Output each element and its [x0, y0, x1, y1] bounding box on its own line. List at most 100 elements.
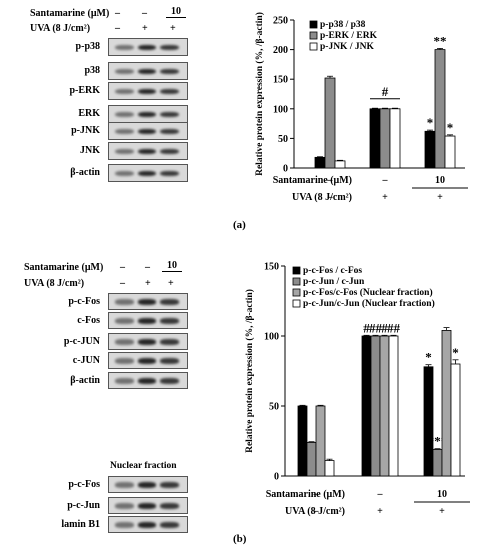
uva-value: +	[145, 278, 151, 289]
blot-band	[115, 148, 134, 155]
blot-band	[137, 111, 157, 118]
blot-strip	[108, 497, 188, 514]
y-tick-label: 100	[273, 104, 288, 115]
blot-strip	[108, 352, 188, 369]
bar	[424, 130, 436, 169]
santamarine-value: –	[327, 175, 334, 186]
blot-band	[137, 339, 157, 345]
bar	[450, 363, 461, 477]
bar	[379, 108, 391, 169]
blot-strip	[108, 38, 188, 56]
santamarine-value: –	[382, 175, 389, 186]
blot-label: JNK	[80, 145, 100, 156]
santamarine-label-a: Santamarine (μM)	[30, 8, 110, 19]
bar	[315, 405, 326, 477]
legend-label: p-c-Fos / c-Fos	[303, 266, 362, 276]
y-tick-label: 0	[283, 164, 288, 175]
blot-band	[160, 88, 179, 95]
blot-band	[160, 358, 179, 364]
blot-band	[160, 299, 179, 305]
legend-label: p-ERK / ERK	[320, 31, 378, 41]
blot-band	[160, 378, 179, 384]
uva-label: UVA (8 J/cm²)	[285, 506, 345, 517]
bar	[361, 335, 372, 477]
y-tick-label: 150	[264, 262, 279, 273]
blot-band	[115, 522, 134, 528]
bar	[314, 156, 326, 169]
bar	[324, 460, 335, 477]
legend-swatch	[292, 277, 301, 286]
blot-label: p-c-Fos	[68, 478, 100, 490]
uva-label-b: UVA (8 J/cm²)	[24, 278, 85, 289]
blot-band	[137, 299, 157, 305]
bar	[444, 135, 456, 169]
legend-label: p-JNK / JNK	[320, 42, 374, 52]
santamarine-value: –	[377, 489, 384, 500]
uva-value: +	[142, 23, 148, 34]
legend-swatch	[309, 42, 318, 51]
legend-label: p-p38 / p38	[320, 20, 366, 30]
blot-band	[137, 148, 157, 155]
blot-strip	[108, 476, 188, 493]
blot-band	[160, 503, 179, 509]
y-axis-label: Relative protein expression (%, /β-actin…	[244, 289, 255, 453]
blot-band	[160, 68, 179, 75]
significance-mark: *	[452, 345, 459, 360]
bar	[388, 335, 399, 477]
bar	[297, 405, 308, 477]
uva-value: –	[115, 23, 120, 34]
blot-band	[115, 339, 134, 345]
blot-band	[115, 503, 134, 509]
blot-band	[115, 128, 134, 135]
blot-band	[160, 148, 179, 155]
chart-a: 0 50 100 150 200 250 Relative protein expressi…	[254, 12, 468, 203]
bar	[334, 160, 346, 169]
uva-label: UVA (8 J/cm²)	[292, 192, 352, 203]
blot-label: β-actin	[70, 374, 100, 386]
santamarine-value: –	[142, 8, 147, 19]
legend-label: p-c-Jun/c-Jun (Nuclear fraction)	[303, 298, 435, 309]
y-tick-label: 50	[278, 134, 288, 145]
blot-band	[137, 68, 157, 75]
y-tick-label: 0	[274, 472, 279, 483]
blot-band	[137, 503, 157, 509]
blot-band	[115, 378, 134, 384]
blot-label: p-c-Jun	[67, 499, 100, 511]
significance-mark: #	[381, 320, 388, 335]
bar	[432, 448, 443, 477]
uva-value: +	[168, 278, 174, 289]
santamarine-value: –	[313, 489, 320, 500]
y-tick-label: 250	[273, 16, 288, 27]
uva-value: +	[437, 192, 443, 203]
blot-label: c-Fos	[77, 314, 100, 326]
significance-mark: ##	[387, 320, 401, 335]
legend-label: p-c-Jun / c-Jun	[303, 277, 365, 287]
blot-band	[160, 522, 179, 528]
significance-mark: ##	[369, 320, 383, 335]
blot-strip	[108, 312, 188, 329]
uva-value: –	[327, 192, 334, 203]
blot-band	[115, 318, 134, 324]
blot-label: c-JUN	[72, 354, 100, 366]
legend-swatch	[309, 20, 318, 29]
bar	[370, 335, 381, 477]
legend-swatch	[292, 288, 301, 297]
uva-value: –	[120, 278, 125, 289]
bar	[379, 335, 390, 477]
santamarine-value: 10	[435, 175, 445, 186]
significance-mark: *	[427, 115, 434, 130]
y-tick-label: 200	[273, 45, 288, 56]
blot-band	[160, 318, 179, 324]
uva-value: +	[377, 506, 383, 517]
santamarine-value: 10	[437, 489, 447, 500]
blot-band	[137, 378, 157, 384]
santamarine-value: –	[115, 8, 120, 19]
blot-band	[115, 44, 134, 51]
blot-strip	[108, 122, 188, 140]
blot-label: ERK	[78, 108, 100, 119]
blot-strip	[108, 372, 188, 389]
blot-strip	[108, 333, 188, 350]
santamarine-label: Santamarine (μM)	[266, 489, 345, 500]
blot-band	[137, 88, 157, 95]
significance-mark: **	[434, 33, 447, 48]
